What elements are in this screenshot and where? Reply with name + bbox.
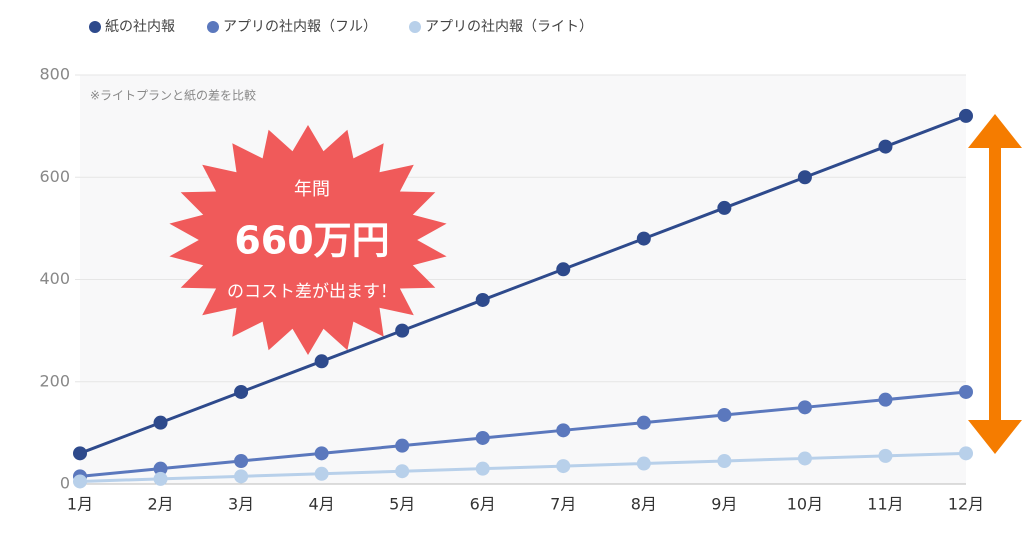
data-point [636, 415, 651, 430]
series-line [79, 390, 967, 478]
legend-marker [409, 21, 421, 33]
starburst [169, 125, 447, 355]
data-point [475, 292, 490, 307]
data-point [395, 464, 410, 479]
x-tick-label: 9月 [711, 495, 737, 514]
data-point [475, 461, 490, 476]
data-point [717, 453, 732, 468]
data-point [73, 446, 87, 461]
x-tick-label: 6月 [470, 495, 496, 514]
data-point [314, 466, 329, 481]
data-point [314, 354, 329, 369]
y-tick-label: 200 [39, 371, 70, 390]
y-tick-label: 600 [39, 167, 70, 186]
data-point [636, 456, 651, 471]
data-point [153, 471, 168, 486]
data-point [878, 392, 893, 407]
y-tick-label: 800 [39, 65, 70, 84]
burst-text: のコスト差が出ます！ [227, 282, 397, 302]
data-point [878, 448, 893, 463]
data-point [73, 474, 87, 489]
x-tick-label: 12月 [948, 495, 984, 514]
y-tick-label: 400 [39, 269, 70, 288]
y-tick-label: 0 [60, 474, 70, 493]
data-point [636, 231, 651, 246]
x-tick-label: 10月 [787, 495, 823, 514]
data-point [797, 451, 812, 466]
note: ※ライトプランと紙の差を比較 [90, 88, 256, 103]
x-tick-label: 11月 [867, 495, 903, 514]
data-point [395, 438, 410, 453]
data-point [556, 262, 571, 277]
data-point [395, 323, 410, 338]
data-point [234, 384, 249, 399]
data-point [797, 170, 812, 185]
legend-marker [207, 21, 219, 33]
series-line [79, 451, 967, 483]
data-point [153, 461, 168, 476]
data-point [717, 407, 732, 422]
x-tick-label: 7月 [550, 495, 576, 514]
data-point [475, 430, 490, 445]
data-point [234, 469, 249, 484]
orange-arrow [968, 114, 1022, 454]
data-point [959, 446, 973, 461]
data-point [314, 446, 329, 461]
data-point [878, 139, 893, 154]
series-line [79, 114, 967, 455]
burst-text: 年間 [294, 179, 330, 200]
data-point [153, 415, 168, 430]
data-point [717, 200, 732, 215]
arrow-head [968, 420, 1022, 454]
data-point [556, 423, 571, 438]
data-point [556, 459, 571, 474]
x-tick-label: 3月 [228, 495, 254, 514]
legend-marker [89, 21, 101, 33]
x-tick-label: 8月 [631, 495, 657, 514]
legend-label: アプリの社内報（ライト） [425, 19, 593, 35]
data-point [797, 400, 812, 415]
data-point [234, 453, 249, 468]
x-tick-label: 5月 [389, 495, 415, 514]
data-point [959, 108, 973, 123]
burst-amount: 660万円 [234, 219, 389, 263]
arrow-head [968, 114, 1022, 148]
data-point [959, 384, 973, 399]
x-tick-label: 1月 [67, 495, 93, 514]
legend-label: アプリの社内報（フル） [223, 19, 377, 35]
x-tick-label: 2月 [147, 495, 173, 514]
legend-label: 紙の社内報 [105, 19, 175, 35]
x-tick-label: 4月 [309, 495, 335, 514]
